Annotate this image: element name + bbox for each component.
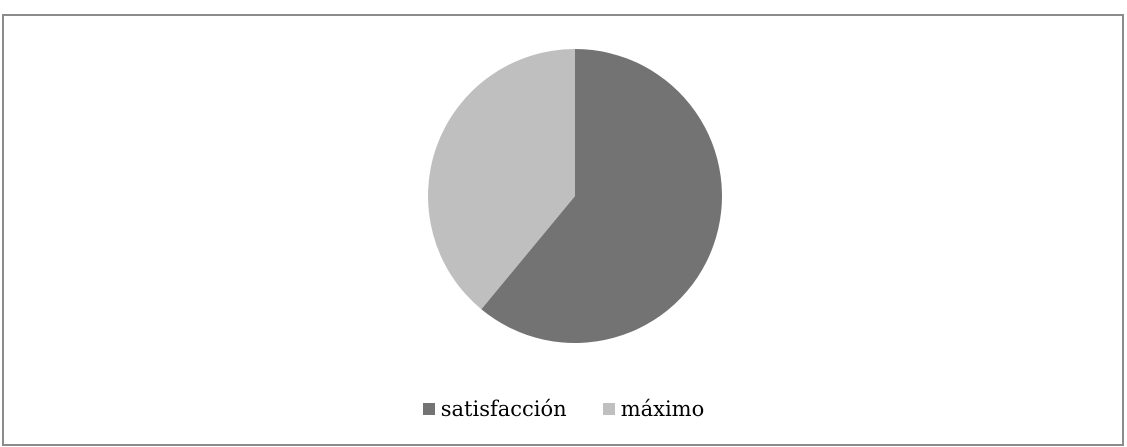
pie-slice-maximo	[428, 48, 575, 310]
legend-label-maximo: máximo	[620, 397, 705, 421]
legend-item-satisfaccion: satisfacción	[422, 397, 567, 421]
pie-slice-satisfaccion	[481, 49, 723, 343]
legend-item-maximo: máximo	[602, 397, 705, 421]
pie-slices	[428, 48, 723, 343]
legend-swatch-satisfaccion	[422, 403, 435, 415]
legend: satisfacción máximo	[0, 392, 1127, 426]
legend-label-satisfaccion: satisfacción	[440, 397, 567, 421]
legend-swatch-maximo	[602, 403, 615, 415]
